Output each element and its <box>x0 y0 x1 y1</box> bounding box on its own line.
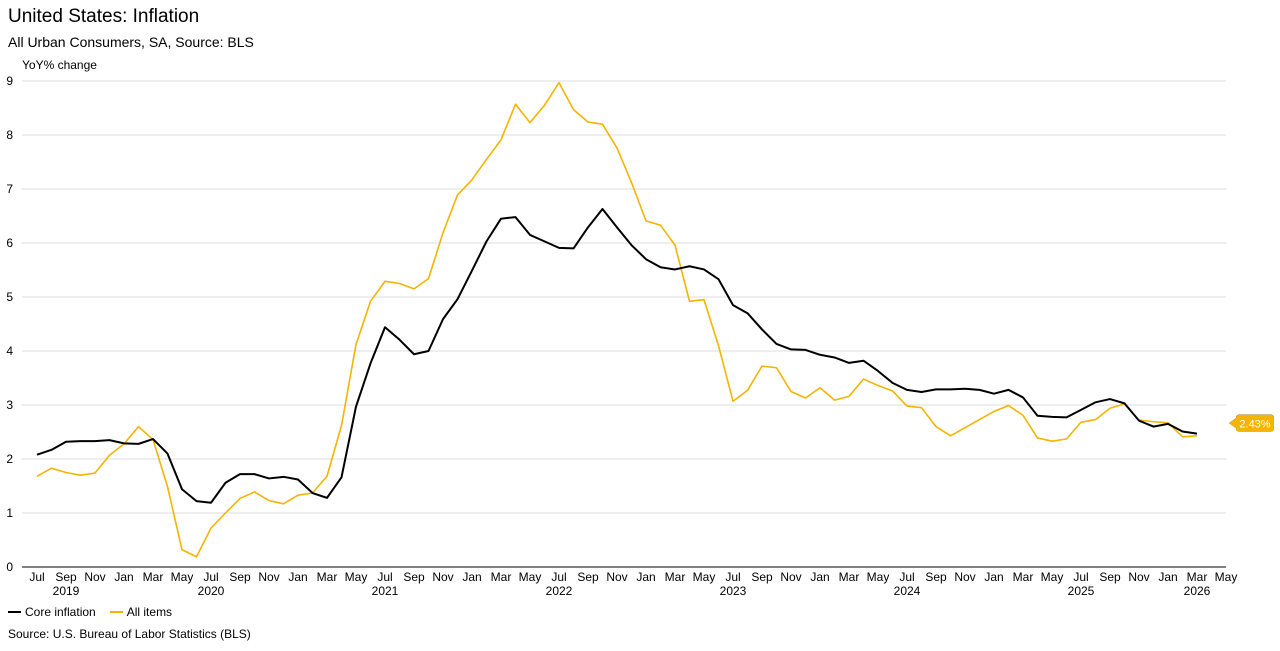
x-tick-label-22: Mar <box>665 570 686 584</box>
x-tick-label-3: Jan <box>114 570 133 584</box>
x-tick-label-27: Jan <box>810 570 829 584</box>
x-year-label-2022: 2022 <box>546 584 573 598</box>
y-tick-label-9: 9 <box>6 74 13 88</box>
chart-subtitle: All Urban Consumers, SA, Source: BLS <box>8 34 254 50</box>
x-tick-label-14: Nov <box>432 570 453 584</box>
x-tick-label-2: Nov <box>84 570 105 584</box>
x-tick-label-34: Mar <box>1013 570 1034 584</box>
x-tick-label-30: Jul <box>899 570 914 584</box>
x-year-label-2023: 2023 <box>720 584 747 598</box>
x-tick-label-20: Nov <box>606 570 627 584</box>
y-tick-label-5: 5 <box>6 290 13 304</box>
x-tick-label-24: Jul <box>725 570 740 584</box>
x-tick-label-28: Mar <box>839 570 860 584</box>
legend-swatch-core <box>8 611 21 613</box>
x-tick-label-7: Sep <box>229 570 251 584</box>
x-year-label-2024: 2024 <box>894 584 921 598</box>
x-year-label-2020: 2020 <box>198 584 225 598</box>
y-tick-label-1: 1 <box>6 506 13 520</box>
x-year-label-2021: 2021 <box>372 584 399 598</box>
series-line-core-inflation <box>36 207 1198 504</box>
source-note: Source: U.S. Bureau of Labor Statistics … <box>8 627 251 641</box>
y-tick-label-3: 3 <box>6 398 13 412</box>
x-year-label-2019: 2019 <box>53 584 80 598</box>
legend-item-all-items[interactable]: All items <box>109 605 173 619</box>
end-label-pointer-all-items <box>1229 418 1236 429</box>
x-tick-label-38: Nov <box>1128 570 1149 584</box>
x-tick-label-37: Sep <box>1099 570 1121 584</box>
x-tick-label-5: May <box>171 570 194 584</box>
end-labels: 2.47%2.43% <box>1229 414 1274 432</box>
x-tick-label-11: May <box>345 570 368 584</box>
gridlines <box>22 80 1226 514</box>
end-label-text-all-items: 2.43% <box>1239 418 1270 430</box>
x-tick-label-29: May <box>867 570 890 584</box>
x-tick-label-10: Mar <box>317 570 338 584</box>
x-tick-label-8: Nov <box>258 570 279 584</box>
x-tick-label-23: May <box>693 570 716 584</box>
x-tick-label-15: Jan <box>462 570 481 584</box>
x-tick-label-31: Sep <box>925 570 947 584</box>
x-tick-label-19: Sep <box>577 570 599 584</box>
x-year-label-2026: 2026 <box>1184 584 1211 598</box>
x-tick-label-9: Jan <box>288 570 307 584</box>
x-tick-label-32: Nov <box>954 570 975 584</box>
chart-title: United States: Inflation <box>8 6 200 27</box>
legend-item-core[interactable]: Core inflation <box>8 605 96 619</box>
end-label-all-items: 2.43% <box>1229 414 1274 432</box>
x-tick-label-12: Jul <box>377 570 392 584</box>
series-line-all-items <box>36 81 1198 558</box>
x-tick-label-13: Sep <box>403 570 425 584</box>
y-tick-label-4: 4 <box>6 344 13 358</box>
y-tick-label-2: 2 <box>6 452 13 466</box>
x-tick-label-25: Sep <box>751 570 773 584</box>
x-tick-label-41: May <box>1215 570 1238 584</box>
x-year-label-2025: 2025 <box>1068 584 1095 598</box>
x-tick-label-36: Jul <box>1073 570 1088 584</box>
legend-swatch-all-items <box>109 611 123 613</box>
x-tick-label-4: Mar <box>143 570 164 584</box>
end-label-box-all-items <box>1236 414 1274 432</box>
x-tick-label-40: Mar <box>1187 570 1208 584</box>
x-tick-label-0: Jul <box>29 570 44 584</box>
y-tick-label-8: 8 <box>6 128 13 142</box>
x-tick-label-39: Jan <box>1158 570 1177 584</box>
x-tick-label-33: Jan <box>984 570 1003 584</box>
axes: 0 1 2 3 4 5 6 7 8 9 YoY% change Jul Sep Nov Jan Mar May J… <box>6 58 1237 598</box>
x-tick-label-35: May <box>1041 570 1064 584</box>
y-tick-label-0: 0 <box>6 560 13 574</box>
x-tick-label-21: Jan <box>636 570 655 584</box>
legend-label-all-items: All items <box>126 605 173 619</box>
x-tick-label-1: Sep <box>55 570 77 584</box>
chart-legend: Core inflation All items <box>8 605 186 619</box>
y-tick-label-7: 7 <box>6 182 13 196</box>
y-tick-label-6: 6 <box>6 236 13 250</box>
y-axis-label: YoY% change <box>22 58 97 72</box>
x-tick-label-18: Jul <box>551 570 566 584</box>
x-tick-label-17: May <box>519 570 542 584</box>
series-lines <box>36 81 1198 558</box>
legend-label-core: Core inflation <box>25 605 96 619</box>
x-tick-label-6: Jul <box>203 570 218 584</box>
inflation-line-chart: 0 1 2 3 4 5 6 7 8 9 YoY% change Jul Sep Nov Jan Mar May J… <box>6 58 1274 598</box>
x-tick-label-16: Mar <box>491 570 512 584</box>
x-tick-label-26: Nov <box>780 570 801 584</box>
